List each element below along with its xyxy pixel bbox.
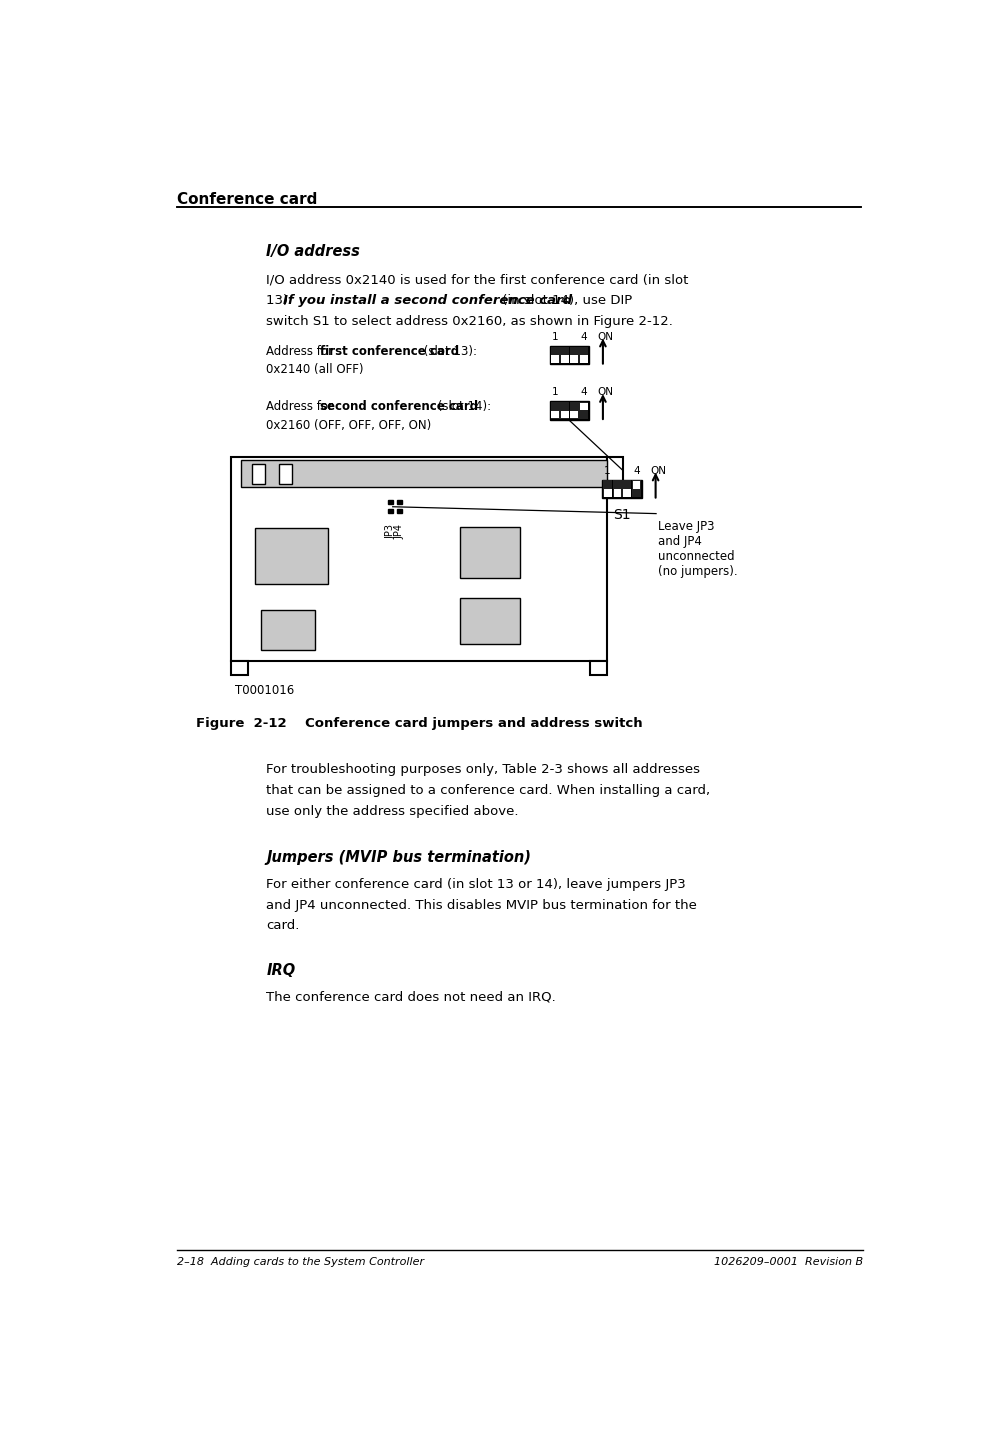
Text: Jumpers (MVIP bus termination): Jumpers (MVIP bus termination) xyxy=(266,850,531,866)
Text: switch S1 to select address 0x2160, as shown in Figure 2-12.: switch S1 to select address 0x2160, as s… xyxy=(266,315,673,328)
Bar xyxy=(613,481,622,498)
Bar xyxy=(279,464,292,484)
Text: (slot 14):: (slot 14): xyxy=(434,401,492,414)
Bar xyxy=(603,479,642,498)
Bar xyxy=(579,402,588,419)
Text: I/O address: I/O address xyxy=(266,245,360,259)
Bar xyxy=(561,355,568,363)
Bar xyxy=(550,346,559,363)
Bar xyxy=(551,355,559,363)
Bar xyxy=(253,464,264,484)
Text: S1: S1 xyxy=(613,508,631,522)
Bar xyxy=(549,401,589,419)
Text: 0x2140 (all OFF): 0x2140 (all OFF) xyxy=(266,363,364,376)
Bar xyxy=(231,456,607,661)
Text: ON: ON xyxy=(650,467,666,477)
Text: second conference card: second conference card xyxy=(319,401,478,414)
Bar xyxy=(255,528,328,584)
Text: The conference card does not need an IRQ.: The conference card does not need an IRQ… xyxy=(266,990,556,1003)
Text: (slot 13):: (slot 13): xyxy=(421,345,478,358)
Bar xyxy=(560,346,569,363)
Bar xyxy=(607,456,623,484)
Bar xyxy=(623,489,631,497)
Bar xyxy=(632,481,641,498)
Text: use only the address specified above.: use only the address specified above. xyxy=(266,804,519,817)
Text: 1026209–0001  Revision B: 1026209–0001 Revision B xyxy=(714,1256,863,1266)
Bar xyxy=(570,346,579,363)
Bar xyxy=(397,508,402,514)
Bar xyxy=(570,411,578,418)
Bar xyxy=(580,402,588,411)
Text: 4: 4 xyxy=(581,388,588,398)
Text: For troubleshooting purposes only, Table 2-3 shows all addresses: For troubleshooting purposes only, Table… xyxy=(266,763,700,776)
Text: T0001016: T0001016 xyxy=(235,684,295,697)
Text: 1: 1 xyxy=(551,388,558,398)
Text: (in slot 14), use DIP: (in slot 14), use DIP xyxy=(498,295,633,308)
Text: ON: ON xyxy=(598,332,613,342)
Text: Address for: Address for xyxy=(266,345,337,358)
Bar xyxy=(231,661,249,674)
Text: first conference card: first conference card xyxy=(319,345,459,358)
Text: 1: 1 xyxy=(605,467,610,477)
Bar xyxy=(570,402,579,419)
Bar xyxy=(388,499,393,504)
Text: 4: 4 xyxy=(633,467,640,477)
Bar xyxy=(241,459,607,488)
Text: Leave JP3
and JP4
unconnected
(no jumpers).: Leave JP3 and JP4 unconnected (no jumper… xyxy=(658,519,737,578)
Text: If you install a second conference card: If you install a second conference card xyxy=(283,295,572,308)
Bar xyxy=(260,610,316,650)
Text: 1: 1 xyxy=(551,332,558,342)
Text: Address for: Address for xyxy=(266,401,337,414)
Text: 4: 4 xyxy=(581,332,588,342)
Text: IRQ: IRQ xyxy=(266,963,295,979)
Text: ON: ON xyxy=(598,388,613,398)
Text: card.: card. xyxy=(266,919,300,933)
Bar xyxy=(570,355,578,363)
Bar xyxy=(560,402,569,419)
Text: 2–18  Adding cards to the System Controller: 2–18 Adding cards to the System Controll… xyxy=(177,1256,425,1266)
Text: I/O address 0x2140 is used for the first conference card (in slot: I/O address 0x2140 is used for the first… xyxy=(266,273,689,286)
Bar xyxy=(550,402,559,419)
Bar xyxy=(388,508,393,514)
Bar xyxy=(460,598,520,644)
Bar xyxy=(561,411,568,418)
Text: 0x2160 (OFF, OFF, OFF, ON): 0x2160 (OFF, OFF, OFF, ON) xyxy=(266,418,432,432)
Bar xyxy=(551,411,559,418)
Text: JP3: JP3 xyxy=(385,524,395,539)
Bar xyxy=(633,481,640,488)
Bar xyxy=(460,527,520,578)
Bar xyxy=(622,481,631,498)
Bar xyxy=(549,345,589,365)
Bar xyxy=(397,499,402,504)
Text: that can be assigned to a conference card. When installing a card,: that can be assigned to a conference car… xyxy=(266,784,711,797)
Text: Conference card: Conference card xyxy=(177,192,318,206)
Bar xyxy=(590,661,607,674)
Bar xyxy=(579,346,588,363)
Bar xyxy=(604,481,612,498)
Text: 13).: 13). xyxy=(266,295,297,308)
Text: JP4: JP4 xyxy=(394,524,404,539)
Bar xyxy=(580,355,588,363)
Text: and JP4 unconnected. This disables MVIP bus termination for the: and JP4 unconnected. This disables MVIP … xyxy=(266,899,697,912)
Text: Figure  2-12    Conference card jumpers and address switch: Figure 2-12 Conference card jumpers and … xyxy=(196,717,643,730)
Text: For either conference card (in slot 13 or 14), leave jumpers JP3: For either conference card (in slot 13 o… xyxy=(266,877,686,892)
Bar xyxy=(604,489,611,497)
Bar xyxy=(613,489,621,497)
